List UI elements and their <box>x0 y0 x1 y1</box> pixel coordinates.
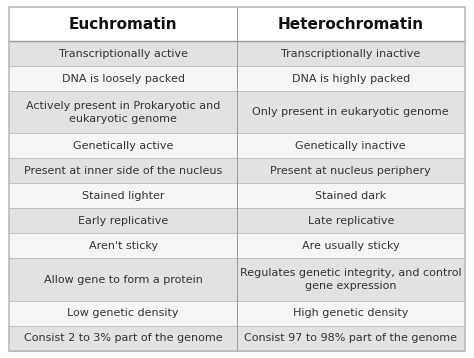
Text: High genetic density: High genetic density <box>293 308 409 318</box>
Bar <box>9 66 465 91</box>
Bar <box>9 258 465 301</box>
Text: Genetically active: Genetically active <box>73 141 173 151</box>
Bar <box>9 41 465 66</box>
Text: Low genetic density: Low genetic density <box>67 308 179 318</box>
Text: Regulates genetic integrity, and control
gene expression: Regulates genetic integrity, and control… <box>240 268 462 291</box>
Text: Are usually sticky: Are usually sticky <box>302 241 400 251</box>
Text: Genetically inactive: Genetically inactive <box>295 141 406 151</box>
Text: Only present in eukaryotic genome: Only present in eukaryotic genome <box>253 107 449 117</box>
Bar <box>9 301 465 326</box>
Text: Present at inner side of the nucleus: Present at inner side of the nucleus <box>24 166 222 176</box>
Text: Stained lighter: Stained lighter <box>82 191 164 201</box>
Text: DNA is loosely packed: DNA is loosely packed <box>62 73 185 83</box>
Text: Aren't sticky: Aren't sticky <box>89 241 158 251</box>
Text: Actively present in Prokaryotic and
eukaryotic genome: Actively present in Prokaryotic and euka… <box>26 101 220 124</box>
Bar <box>9 183 465 208</box>
Text: Stained dark: Stained dark <box>315 191 386 201</box>
Text: Consist 2 to 3% part of the genome: Consist 2 to 3% part of the genome <box>24 333 223 343</box>
Text: Transcriptionally active: Transcriptionally active <box>59 49 188 58</box>
Text: Transcriptionally inactive: Transcriptionally inactive <box>281 49 420 58</box>
Bar <box>9 326 465 351</box>
Text: Late replicative: Late replicative <box>308 216 394 226</box>
Text: Early replicative: Early replicative <box>78 216 168 226</box>
Text: DNA is highly packed: DNA is highly packed <box>292 73 410 83</box>
Bar <box>9 91 465 134</box>
Bar <box>9 233 465 258</box>
Bar <box>9 7 465 41</box>
Text: Allow gene to form a protein: Allow gene to form a protein <box>44 275 203 285</box>
Text: Euchromatin: Euchromatin <box>69 16 178 32</box>
Text: Consist 97 to 98% part of the genome: Consist 97 to 98% part of the genome <box>244 333 457 343</box>
Text: Present at nucleus periphery: Present at nucleus periphery <box>270 166 431 176</box>
Bar <box>9 208 465 233</box>
Bar <box>9 134 465 158</box>
Bar <box>9 158 465 183</box>
Text: Heterochromatin: Heterochromatin <box>278 16 424 32</box>
